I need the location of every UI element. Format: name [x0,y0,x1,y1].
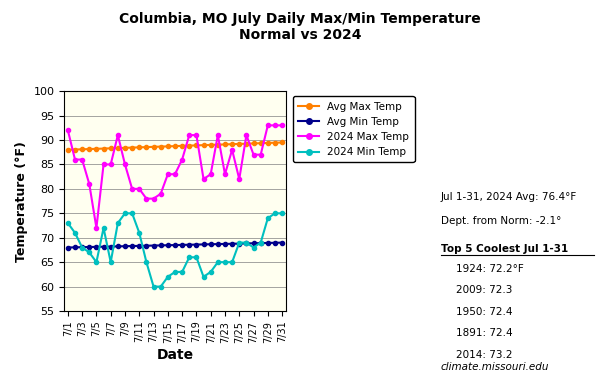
Text: Columbia, MO July Daily Max/Min Temperature
Normal vs 2024: Columbia, MO July Daily Max/Min Temperat… [119,12,481,42]
Text: 1924: 72.2°F: 1924: 72.2°F [456,264,524,274]
X-axis label: Date: Date [157,348,194,362]
Text: 1950: 72.4: 1950: 72.4 [456,307,512,317]
Text: 1891: 72.4: 1891: 72.4 [456,328,512,338]
Legend: Avg Max Temp, Avg Min Temp, 2024 Max Temp, 2024 Min Temp: Avg Max Temp, Avg Min Temp, 2024 Max Tem… [293,96,415,162]
Text: Dept. from Norm: -2.1°: Dept. from Norm: -2.1° [441,216,562,226]
Text: Jul 1-31, 2024 Avg: 76.4°F: Jul 1-31, 2024 Avg: 76.4°F [441,192,577,203]
Text: 2014: 73.2: 2014: 73.2 [456,350,512,360]
Text: Top 5 Coolest Jul 1-31: Top 5 Coolest Jul 1-31 [441,244,568,254]
Text: 2009: 72.3: 2009: 72.3 [456,285,512,295]
Text: climate.missouri.edu: climate.missouri.edu [441,362,550,372]
Y-axis label: Temperature (°F): Temperature (°F) [15,141,28,261]
